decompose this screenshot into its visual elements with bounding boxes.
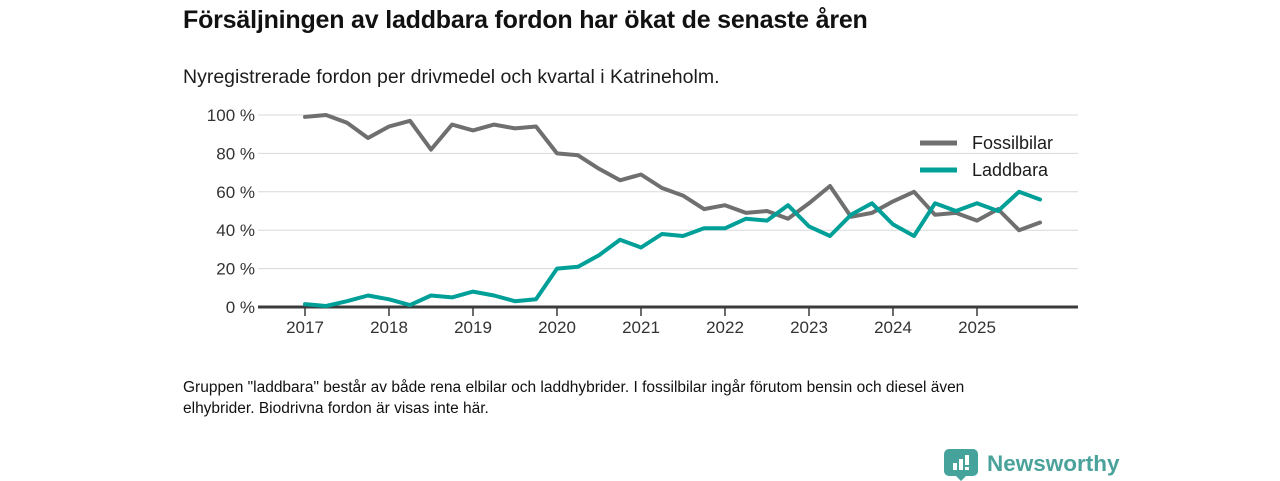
svg-text:20 %: 20 % xyxy=(216,260,255,279)
svg-text:100 %: 100 % xyxy=(207,106,255,125)
svg-text:2018: 2018 xyxy=(370,318,408,337)
svg-text:80 %: 80 % xyxy=(216,144,255,163)
line-chart: 0 % 20 % 40 % 60 % 80 % 100 % 2017 2018 2019 2020… xyxy=(207,106,1078,337)
svg-text:2020: 2020 xyxy=(538,318,576,337)
svg-text:2023: 2023 xyxy=(790,318,828,337)
svg-text:2025: 2025 xyxy=(958,318,996,337)
svg-text:2017: 2017 xyxy=(286,318,324,337)
svg-text:60 %: 60 % xyxy=(216,183,255,202)
svg-text:2021: 2021 xyxy=(622,318,660,337)
page-subtitle: Nyregistrerade fordon per drivmedel och … xyxy=(183,66,720,88)
svg-text:0 %: 0 % xyxy=(226,298,255,317)
footnote-line: Gruppen "laddbara" består av både rena e… xyxy=(183,379,965,396)
svg-text:40 %: 40 % xyxy=(216,221,255,240)
brand-name: Newsworthy xyxy=(987,451,1120,476)
chart-legend: Fossilbilar Laddbara xyxy=(920,133,1053,180)
svg-text:2019: 2019 xyxy=(454,318,492,337)
svg-text:2024: 2024 xyxy=(874,318,912,337)
x-axis: 2017 2018 2019 2020 2021 2022 2023 2024 2025 xyxy=(258,305,1078,337)
gridlines xyxy=(258,114,1078,270)
svg-text:2022: 2022 xyxy=(706,318,744,337)
series-line-laddbara xyxy=(303,189,1042,308)
footnote-line: elhybrider. Biodrivna fordon är visas in… xyxy=(183,400,489,417)
bar-chart-speech-bubble-icon xyxy=(944,449,978,481)
series-line-fossilbilar xyxy=(303,113,1042,233)
page-title: Försäljningen av laddbara fordon har öka… xyxy=(183,6,868,34)
legend-label-laddbara: Laddbara xyxy=(972,160,1049,180)
newsworthy-logo: Newsworthy xyxy=(944,447,1120,481)
chart-footnote: Gruppen "laddbara" består av både rena e… xyxy=(183,377,1083,419)
y-axis-labels: 0 % 20 % 40 % 60 % 80 % 100 % xyxy=(207,106,255,317)
legend-label-fossilbilar: Fossilbilar xyxy=(972,133,1053,153)
